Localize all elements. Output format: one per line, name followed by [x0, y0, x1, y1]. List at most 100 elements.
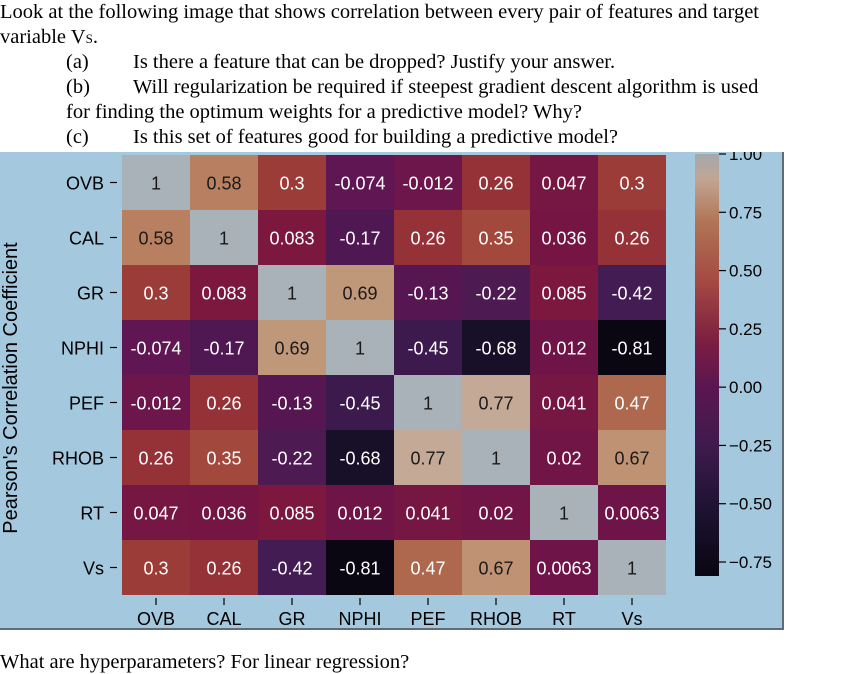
heatmap-cell-label: 0.0063 — [604, 504, 659, 524]
col-tick-label: GR — [279, 609, 306, 628]
heatmap-cell-label: 0.26 — [614, 229, 649, 249]
heatmap-cell-label: -0.81 — [339, 559, 380, 579]
heatmap-cell — [598, 320, 666, 375]
heatmap-cell — [462, 375, 530, 430]
heatmap-cell — [598, 210, 666, 265]
heatmap-cell — [530, 540, 598, 595]
heatmap-cell — [258, 485, 326, 540]
heatmap-cell — [326, 265, 394, 320]
heatmap-cell-label: 0.083 — [269, 229, 314, 249]
heatmap-cell-label: 0.47 — [410, 559, 445, 579]
heatmap-cell — [598, 540, 666, 595]
heatmap-cell-label: -0.012 — [130, 394, 181, 414]
colorbar-tick-label: −0.50 — [729, 495, 772, 514]
heatmap-cell — [462, 155, 530, 210]
heatmap-cell-label: 0.012 — [541, 339, 586, 359]
col-tick-label: PEF — [410, 609, 445, 628]
heatmap-cell-label: 0.26 — [478, 174, 513, 194]
heatmap-cell — [598, 265, 666, 320]
heatmap-cell — [530, 375, 598, 430]
colorbar — [695, 154, 719, 576]
row-tick-label: CAL — [69, 229, 104, 249]
heatmap-cell-label: 0.26 — [206, 559, 241, 579]
heatmap-cell-label: 0.77 — [410, 449, 445, 469]
heatmap-cell-label: 0.67 — [478, 559, 513, 579]
heatmap-cell — [530, 430, 598, 485]
heatmap-cell — [326, 210, 394, 265]
heatmap-figure: 1 0.58 0.3 -0.074 -0.012 0.26 0.047 0.3 0.58 1 0.0… — [0, 145, 784, 630]
heatmap-cell — [190, 540, 258, 595]
heatmap-cell-label: -0.13 — [271, 394, 312, 414]
heatmap-cell-label: -0.22 — [475, 284, 516, 304]
heatmap-cell — [122, 375, 190, 430]
heatmap-cell-label: -0.42 — [271, 559, 312, 579]
row-tick-label: NPHI — [61, 339, 104, 359]
heatmap-cell — [462, 485, 530, 540]
heatmap-cell-label: 0.041 — [405, 504, 450, 524]
heatmap-cell-label: 0.67 — [614, 449, 649, 469]
heatmap-cell-label: 0.047 — [541, 174, 586, 194]
heatmap-cell — [462, 540, 530, 595]
heatmap-cell — [258, 265, 326, 320]
footer-question: What are hyperparameters? For linear reg… — [0, 651, 410, 673]
heatmap-cell — [530, 155, 598, 210]
col-tick-label: RT — [552, 609, 576, 628]
heatmap-cell — [394, 430, 462, 485]
colorbar-tick-label: −0.75 — [729, 553, 772, 572]
heatmap-cell — [462, 430, 530, 485]
heatmap-cell-label: 0.012 — [337, 504, 382, 524]
heatmap-cell-label: 0.083 — [201, 284, 246, 304]
heatmap-cell — [190, 430, 258, 485]
heatmap-cell — [326, 155, 394, 210]
heatmap-cell-label: 0.036 — [201, 504, 246, 524]
heatmap-cell — [122, 265, 190, 320]
heatmap-cell-label: -0.68 — [475, 339, 516, 359]
item-a-label: (a) — [66, 51, 89, 73]
heatmap-cell-label: 0.02 — [478, 504, 513, 524]
heatmap-cell — [122, 485, 190, 540]
heatmap-cell — [598, 430, 666, 485]
heatmap-cell — [394, 265, 462, 320]
heatmap-cell — [258, 155, 326, 210]
heatmap-cell — [598, 485, 666, 540]
heatmap-cell-label: 0.3 — [279, 174, 304, 194]
heatmap-cell-label: 0.3 — [619, 174, 644, 194]
heatmap-cell-label: 0.58 — [138, 229, 173, 249]
heatmap-cell-label: 0.58 — [206, 174, 241, 194]
heatmap-cell — [598, 375, 666, 430]
heatmap-cell — [530, 485, 598, 540]
heatmap-cell — [394, 540, 462, 595]
heatmap-cell-label: -0.074 — [130, 339, 181, 359]
row-tick-label: PEF — [69, 394, 104, 414]
col-tick-label: RHOB — [470, 609, 522, 628]
heatmap-cell — [530, 320, 598, 375]
heatmap-cell-label: 0.047 — [133, 504, 178, 524]
heatmap-cell — [122, 320, 190, 375]
heatmap-cell — [122, 210, 190, 265]
heatmap-cell-label: 1 — [219, 229, 229, 249]
colorbar-tick-label: −0.25 — [729, 436, 772, 455]
heatmap-cell — [190, 485, 258, 540]
colorbar-tick-label: 0.75 — [729, 203, 762, 222]
heatmap-cell — [122, 540, 190, 595]
heatmap-cell — [122, 155, 190, 210]
heatmap-cell — [326, 430, 394, 485]
heatmap-cell — [258, 375, 326, 430]
heatmap-cell-label: 0.085 — [541, 284, 586, 304]
heatmap-cell — [190, 155, 258, 210]
heatmap-cell — [462, 265, 530, 320]
colorbar-tick-label: 0.50 — [729, 262, 762, 281]
colorbar-tick-label: 0.00 — [729, 378, 762, 397]
heatmap-cell — [394, 320, 462, 375]
heatmap-cell-label: 0.47 — [614, 394, 649, 414]
col-tick-label: Vs — [621, 609, 642, 628]
heatmap-cell-label: -0.074 — [334, 174, 385, 194]
heatmap-cell — [598, 155, 666, 210]
heatmap-cell — [462, 320, 530, 375]
heatmap-cell — [326, 485, 394, 540]
heatmap-cell — [190, 210, 258, 265]
heatmap-cell-label: -0.012 — [402, 174, 453, 194]
correlation-heatmap: 1 0.58 0.3 -0.074 -0.012 0.26 0.047 0.3 0.58 1 0.0… — [0, 145, 772, 629]
colorbar-tick-label: 1.00 — [729, 152, 762, 164]
heatmap-cell — [394, 155, 462, 210]
